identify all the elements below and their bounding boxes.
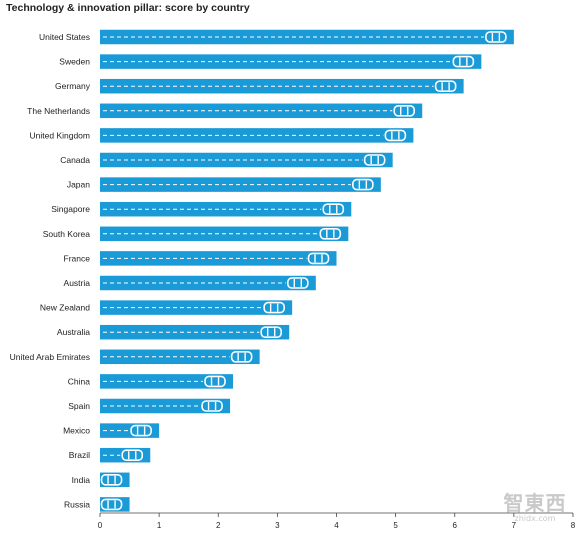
car-icon: [434, 80, 457, 92]
car-icon: [130, 424, 152, 437]
category-label: China: [68, 376, 90, 386]
category-label: Canada: [60, 155, 90, 165]
car-icon: [485, 31, 507, 43]
x-tick-label: 8: [571, 521, 576, 530]
bar-austria: [100, 275, 316, 291]
category-label: Singapore: [51, 204, 90, 214]
category-label: New Zealand: [40, 303, 90, 313]
car-icon: [352, 178, 374, 191]
bar-japan: [100, 177, 381, 192]
x-tick-label: 6: [453, 521, 458, 530]
category-label: France: [64, 253, 91, 263]
category-label: Germany: [55, 81, 91, 91]
car-icon: [263, 301, 285, 314]
x-tick-label: 2: [216, 521, 221, 530]
category-label: South Korea: [43, 229, 91, 239]
car-icon: [287, 277, 309, 289]
car-icon: [100, 473, 123, 486]
category-label: Austria: [64, 278, 91, 288]
bars-layer: [100, 29, 514, 512]
bar-brazil: [100, 447, 151, 463]
x-tick-label: 0: [98, 521, 103, 530]
bar-united-arab-emirates: [100, 349, 260, 365]
car-icon: [100, 498, 123, 511]
bar-united-kingdom: [100, 128, 414, 143]
category-label: Mexico: [63, 426, 90, 436]
bar-spain: [100, 398, 231, 414]
car-icon: [363, 154, 386, 166]
car-icon: [452, 55, 475, 68]
x-tick-label: 7: [512, 521, 517, 530]
x-tick-label: 5: [393, 521, 398, 530]
category-label: United States: [39, 32, 90, 42]
category-label: Australia: [57, 327, 90, 337]
car-icon: [204, 375, 226, 388]
car-icon: [307, 252, 330, 265]
x-tick-label: 4: [334, 521, 339, 530]
car-icon: [393, 105, 416, 117]
car-icon: [322, 203, 345, 215]
category-label: Sweden: [59, 57, 90, 67]
category-label: Japan: [67, 180, 90, 190]
x-tick-label: 3: [275, 521, 280, 530]
car-icon: [121, 449, 144, 462]
category-label: United Arab Emirates: [10, 352, 90, 362]
category-label: Spain: [68, 401, 90, 411]
x-tick-label: 1: [157, 521, 162, 530]
car-icon: [384, 129, 407, 142]
category-label: United Kingdom: [30, 130, 90, 140]
chart-title: Technology & innovation pillar: score by…: [6, 2, 250, 14]
category-label: Russia: [64, 499, 90, 509]
category-label: Brazil: [69, 450, 90, 460]
car-icon: [230, 350, 253, 363]
x-axis: 0 1 2 3 4 5 6 7 8: [98, 512, 576, 530]
bar-mexico: [100, 423, 160, 438]
car-icon: [201, 400, 223, 412]
category-labels: United States Sweden Germany The Netherland…: [10, 32, 91, 509]
car-icon: [319, 228, 342, 240]
bar-the-netherlands: [100, 103, 423, 119]
bar-sweden: [100, 54, 482, 69]
category-label: India: [72, 475, 91, 485]
category-label: The Netherlands: [27, 106, 90, 116]
car-icon: [260, 326, 283, 339]
